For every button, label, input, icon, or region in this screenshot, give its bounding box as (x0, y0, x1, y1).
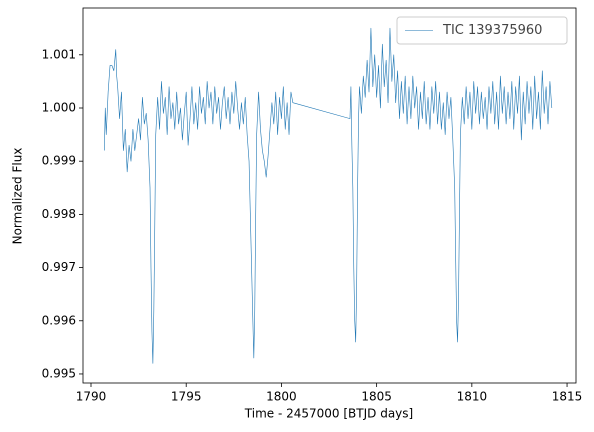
x-tick-label: 1815 (552, 390, 583, 404)
y-tick-label: 1.001 (42, 47, 76, 61)
legend-label: TIC 139375960 (442, 23, 542, 38)
x-tick-label: 1795 (171, 390, 202, 404)
x-axis-label: Time - 2457000 [BTJD days] (244, 407, 413, 421)
legend-box (396, 16, 568, 45)
y-tick-label: 1.000 (42, 101, 76, 115)
y-tick-label: 0.999 (42, 154, 76, 168)
x-tick-label: 1800 (266, 390, 297, 404)
y-tick-label: 0.995 (42, 366, 76, 380)
y-tick-label: 0.996 (42, 313, 76, 327)
y-axis-label: Normalized Flux (11, 148, 25, 245)
plot-frame (82, 7, 577, 384)
y-tick-label: 0.998 (42, 207, 76, 221)
x-tick-label: 1805 (361, 390, 392, 404)
flux-line (104, 27, 553, 364)
y-tick-label: 0.997 (42, 260, 76, 274)
x-tick-label: 1810 (457, 390, 488, 404)
x-tick-label: 1790 (76, 390, 107, 404)
